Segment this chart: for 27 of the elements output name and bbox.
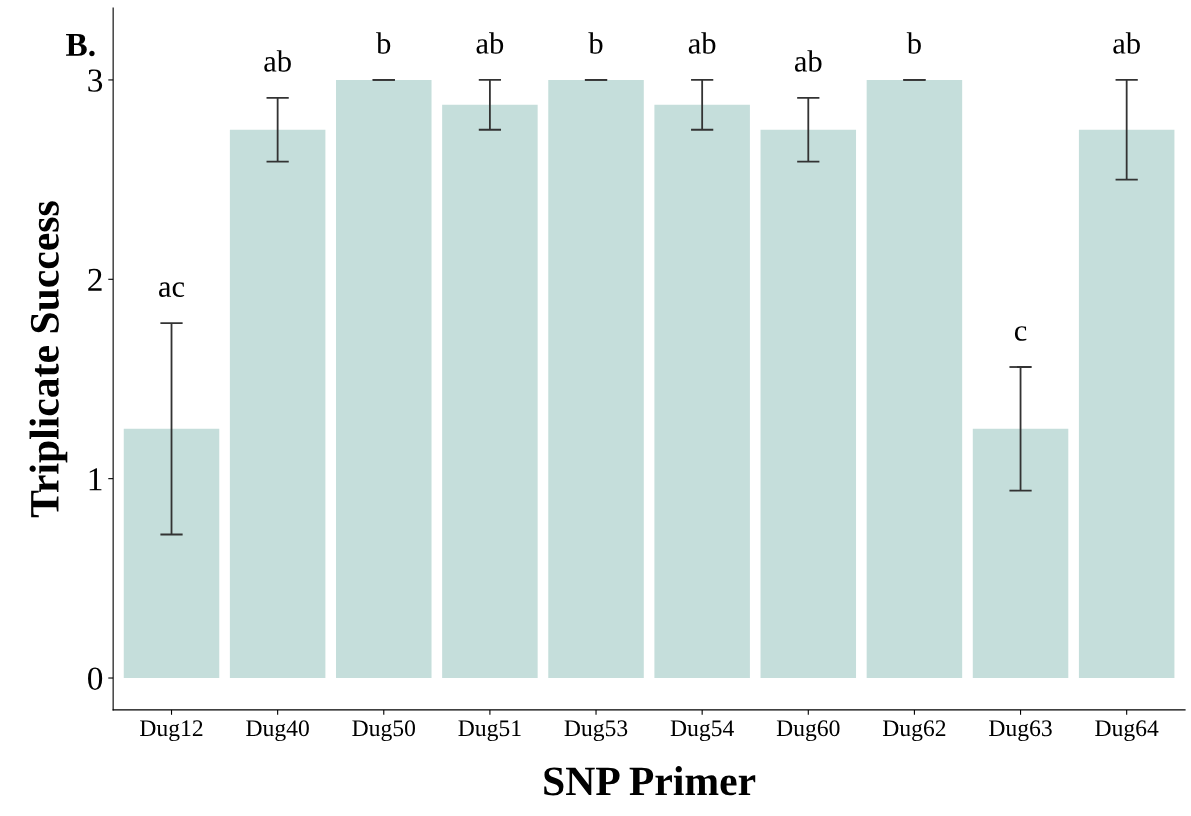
x-tick-label: Dug64 <box>1095 720 1159 742</box>
annotation: ac <box>159 282 185 298</box>
x-tick-label: Dug12 <box>140 720 203 742</box>
annotation: ab <box>476 32 504 54</box>
x-tick-label: Dug60 <box>776 720 840 742</box>
x-tick-label: Dug40 <box>246 720 309 742</box>
y-tick-label: 0 <box>88 667 103 690</box>
text: B. <box>66 33 95 57</box>
y-tick-label: 3 <box>88 69 103 92</box>
annotation: ab <box>1113 32 1140 54</box>
x-tick-label: Dug50 <box>352 720 416 742</box>
annotation: b <box>588 32 603 54</box>
annotation: ab <box>688 32 716 54</box>
x-tick-label: Dug62 <box>882 720 946 742</box>
annotation: b <box>376 32 391 54</box>
x-tick-label: Dug53 <box>564 720 628 742</box>
annotation: ab <box>264 50 291 72</box>
y-axis-title: Triplicate Success <box>29 201 68 518</box>
annotation: ab <box>794 50 822 72</box>
y-tick-label: 1 <box>89 468 102 491</box>
annotation: b <box>906 32 921 54</box>
y-tick-label: 2 <box>88 268 102 291</box>
x-tick-label: Dug51 <box>458 720 521 742</box>
x-tick-label: Dug63 <box>989 720 1052 742</box>
x-axis-title: SNP Primer <box>544 766 756 796</box>
annotation: c <box>1014 326 1027 341</box>
x-tick-label: Dug54 <box>670 720 734 742</box>
